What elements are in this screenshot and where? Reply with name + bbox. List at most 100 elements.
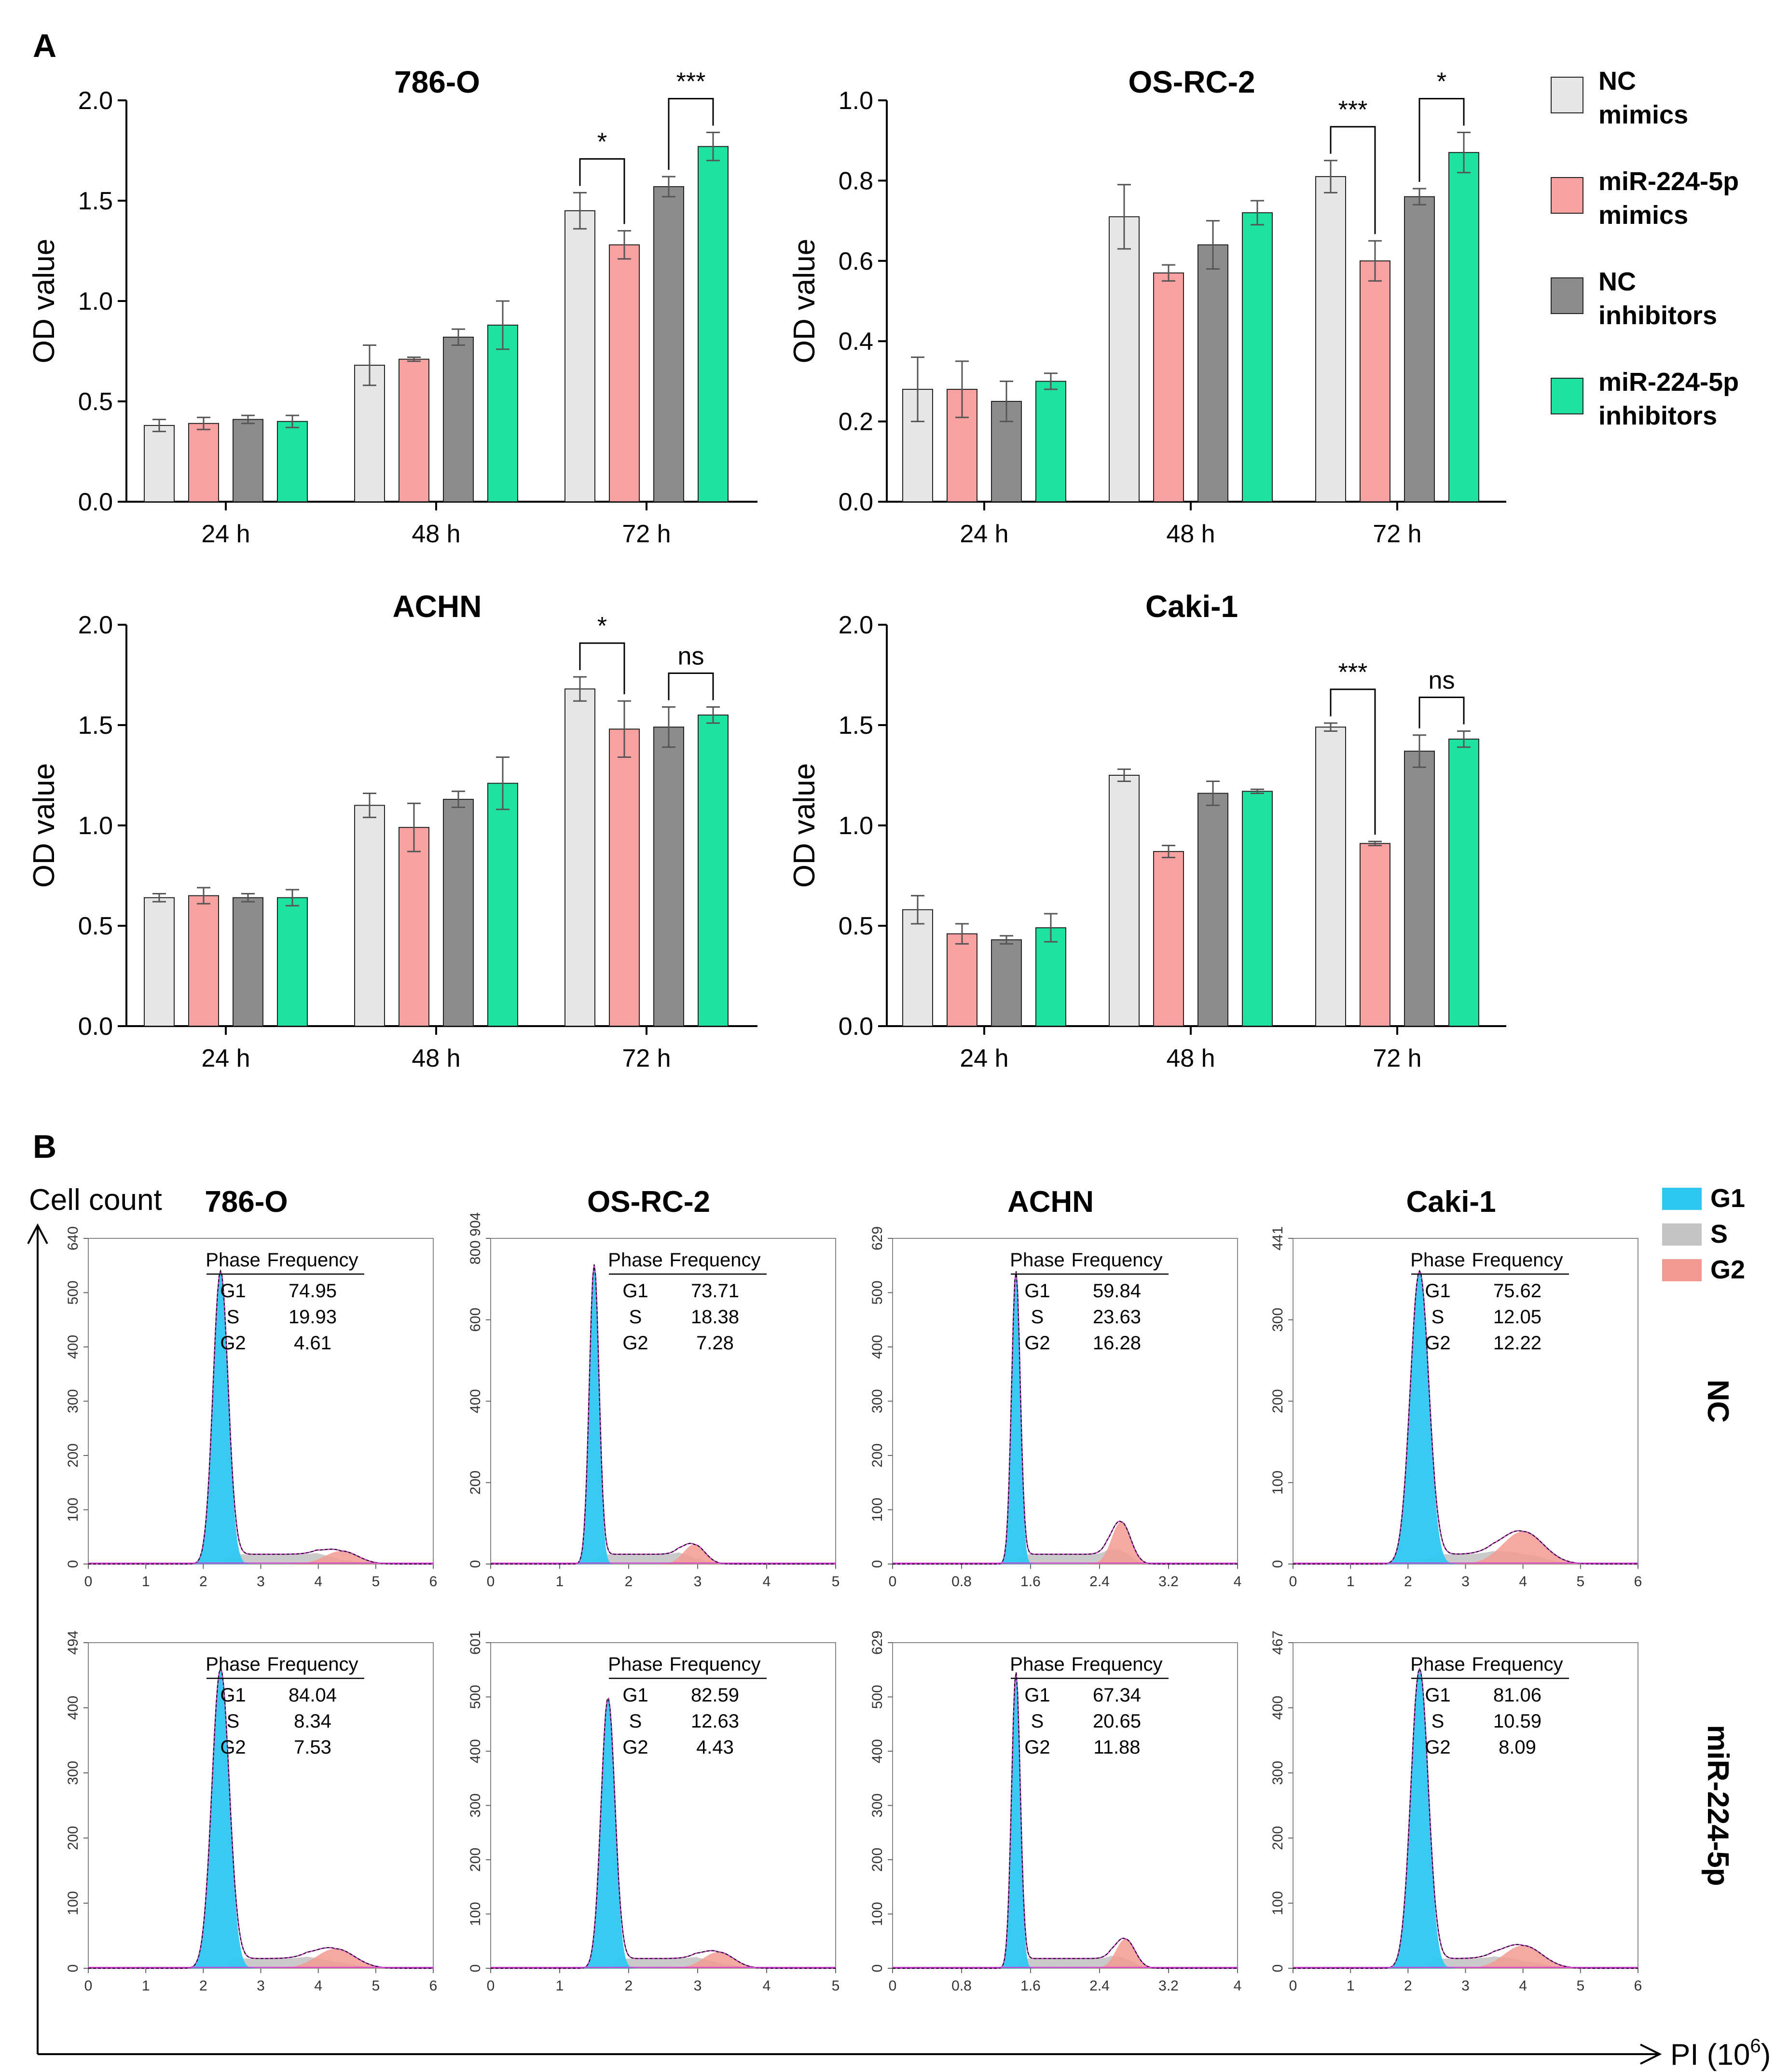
y-tick-label: 1.0 [78, 812, 113, 840]
bar [354, 365, 385, 502]
bar-charts: 786-O OD value 0.0 0.5 1.0 1.5 2.0 24 h 48 h 72 h… [28, 65, 1506, 1072]
chart-title: ACHN [393, 589, 482, 624]
bar [277, 897, 308, 1027]
x-tick-label: 72 h [1373, 1044, 1421, 1072]
y-tick-label: 600 [468, 1308, 483, 1332]
bar [443, 798, 474, 1027]
x-tick-label: 3.2 [1158, 1978, 1179, 1994]
table-frequency: 4.61 [294, 1332, 331, 1354]
significance-label: * [1437, 68, 1446, 96]
y-axis-label: OD value [788, 239, 821, 363]
x-tick-label: 5 [1576, 1978, 1584, 1994]
x-tick-label: 24 h [201, 1044, 250, 1072]
table-header-frequency: Frequency [267, 1654, 358, 1675]
histogram-outline [1293, 1667, 1638, 1969]
bar [399, 358, 429, 502]
y-tick-label: 0 [468, 1964, 483, 1973]
table-phase: G2 [1425, 1332, 1450, 1354]
y-tick-label: 467 [1270, 1631, 1286, 1655]
y-tick-label: 0.6 [839, 247, 873, 275]
x-tick-label: 2 [1404, 1978, 1412, 1994]
x-tick-label: 48 h [412, 1044, 460, 1072]
table-phase: G2 [622, 1737, 648, 1758]
table-frequency: 20.65 [1093, 1711, 1141, 1732]
table-phase: S [629, 1306, 642, 1328]
bar [698, 146, 729, 502]
y-tick-label: 1.0 [839, 87, 873, 115]
table-phase: G1 [220, 1685, 246, 1706]
x-axis-label-text: PI (10 [1670, 2038, 1750, 2072]
legend-label-line1: NC [1598, 67, 1636, 96]
y-tick-label: 0 [1270, 1964, 1286, 1973]
s-phase-area [1293, 1956, 1638, 1968]
bar [609, 728, 640, 1027]
flow-cytometry-panels: 786-O OS-RC-2 ACHN Caki-1 NC miR-224-5p 0 1 2 3 4 5… [65, 1185, 1734, 1994]
bar [1197, 244, 1228, 502]
y-tick-label: 1.5 [78, 712, 113, 740]
y-tick-label: 400 [1270, 1696, 1286, 1720]
x-tick-label: 2 [199, 1978, 207, 1994]
bar [947, 933, 977, 1027]
table-header-phase: Phase [1410, 1249, 1465, 1271]
significance-bracket [668, 98, 714, 170]
x-tick-label: 48 h [1166, 520, 1215, 548]
x-tick-label: 0 [487, 1574, 495, 1590]
bar-chart-3: Caki-1 OD value 0.0 0.5 1.0 1.5 2.0 24 h 48 h 72 … [788, 589, 1506, 1072]
s-phase-area [893, 1549, 1238, 1564]
legend-label-line2: mimics [1598, 201, 1688, 230]
x-tick-label: 5 [1576, 1574, 1584, 1590]
y-tick-label: 300 [869, 1389, 885, 1413]
significance-label: *** [1338, 96, 1368, 124]
y-tick-label: 500 [65, 1280, 81, 1304]
plot-frame [490, 1642, 836, 1969]
x-tick-label: 4 [763, 1574, 771, 1590]
x-tick-label: 2.4 [1089, 1574, 1110, 1590]
x-tick-label: 72 h [622, 1044, 671, 1072]
table-frequency: 10.59 [1493, 1711, 1541, 1732]
x-tick-label: 6 [1634, 1978, 1642, 1994]
y-tick-label: 200 [1270, 1389, 1286, 1413]
bar-chart-0: 786-O OD value 0.0 0.5 1.0 1.5 2.0 24 h 48 h 72 h… [28, 65, 757, 548]
y-tick-label: 300 [65, 1389, 81, 1413]
y-tick-label: 640 [65, 1226, 81, 1250]
legend-swatch [1551, 177, 1583, 214]
bar [1404, 751, 1435, 1027]
x-tick-label: 3 [694, 1978, 702, 1994]
table-frequency: 19.93 [289, 1306, 337, 1328]
legend-swatch [1662, 1188, 1702, 1210]
bar [1448, 739, 1479, 1027]
bar [653, 186, 684, 502]
s-phase-area [491, 1957, 836, 1968]
table-phase: G1 [622, 1280, 648, 1302]
significance-label: ns [1429, 666, 1455, 694]
table-frequency: 23.63 [1093, 1306, 1141, 1328]
bar [1315, 727, 1346, 1027]
legend-label-line2: inhibitors [1598, 401, 1717, 430]
x-tick-label: 24 h [201, 520, 250, 548]
y-tick-label: 0 [1270, 1560, 1286, 1568]
x-tick-label: 0.8 [951, 1978, 972, 1994]
y-tick-label: 400 [65, 1335, 81, 1359]
table-frequency: 12.22 [1493, 1332, 1541, 1354]
histogram-outline [88, 1667, 433, 1969]
y-tick-label: 629 [869, 1226, 885, 1250]
table-header-frequency: Frequency [1472, 1654, 1563, 1675]
y-tick-label: 0.0 [78, 488, 113, 516]
bar [653, 727, 684, 1027]
significance-bracket [579, 642, 625, 695]
g2-phase-area [1293, 1531, 1638, 1564]
bar [144, 897, 175, 1027]
y-axis-label: Cell count [29, 1183, 162, 1217]
column-title: ACHN [1007, 1185, 1094, 1219]
x-tick-label: 1 [1347, 1574, 1355, 1590]
significance-label: *** [676, 68, 706, 96]
y-tick-label: 0.5 [78, 912, 113, 940]
bar [233, 419, 263, 502]
s-phase-area [893, 1956, 1238, 1968]
plot-frame [892, 1238, 1238, 1564]
plot-frame [1293, 1642, 1638, 1969]
y-tick-label: 200 [869, 1848, 885, 1872]
s-phase-area [491, 1552, 836, 1564]
